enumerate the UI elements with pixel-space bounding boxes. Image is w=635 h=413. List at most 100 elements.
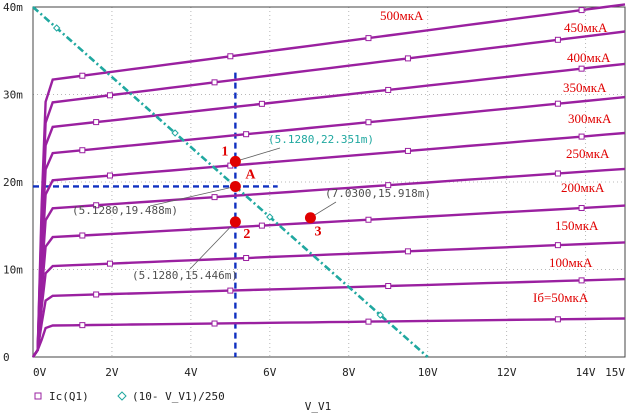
operating-point <box>229 155 241 167</box>
point-label: A <box>245 167 256 182</box>
ic-curve <box>32 167 626 358</box>
curve-marker <box>106 172 113 179</box>
ic-curve <box>32 62 626 358</box>
curve-label: Iб=50мкА <box>533 290 589 305</box>
coordinate-label: (5.1280,22.351m) <box>268 133 374 146</box>
curve-marker <box>227 287 234 294</box>
x-tick-label: 0V <box>33 366 47 379</box>
curve-label: 500мкА <box>380 8 424 23</box>
curve-marker <box>93 291 100 298</box>
point-group: 1 A 2 3 <box>221 144 321 241</box>
x-axis-label: V_V1 <box>305 400 332 413</box>
coordinate-label: (7.0300,15.918m) <box>325 187 431 200</box>
curve-marker <box>227 53 234 60</box>
curve-marker <box>578 277 585 284</box>
curve-marker <box>258 100 265 107</box>
annotation-leader <box>189 221 236 270</box>
curve-label: 100мкА <box>549 255 593 270</box>
load-line-marker <box>376 311 385 319</box>
curve-marker <box>93 119 100 126</box>
curve-marker <box>578 133 585 140</box>
coordinate-label: (5.1280,19.488m) <box>72 204 178 217</box>
point-label: 1 <box>221 144 228 159</box>
x-tick-label: 14V <box>576 366 596 379</box>
curve-marker <box>554 36 561 43</box>
y-tick-label: 20m <box>3 176 23 189</box>
point-label: 2 <box>243 227 250 242</box>
curve-marker <box>578 205 585 212</box>
curve-marker <box>578 65 585 72</box>
x-tick-label: 12V <box>497 366 517 379</box>
curve-marker <box>365 318 372 325</box>
legend-marker-diamond <box>117 391 127 401</box>
y-tick-label: 40m <box>3 1 23 14</box>
load-line-group <box>32 6 429 358</box>
load-line-marker <box>266 213 274 221</box>
curve-marker <box>404 248 411 255</box>
curve-marker <box>258 222 265 229</box>
annotation-leader <box>149 186 236 207</box>
curve-marker <box>404 55 411 62</box>
x-tick-label: 8V <box>342 366 356 379</box>
legend-marker-square <box>34 392 42 400</box>
ic-curve <box>32 131 626 358</box>
curve-marker <box>554 316 561 323</box>
curve-marker <box>385 182 392 189</box>
x-tick-label: 4V <box>184 366 198 379</box>
legend-label: Ic(Q1) <box>49 390 89 403</box>
curve-label-group: Iб=50мкА 100мкА 150мкА 200мкА 250мкА 300мкА 35… <box>380 8 612 305</box>
annotation-group: (5.1280,22.351m) (5.1280,19.488m) (7.0300,… <box>72 133 431 282</box>
curve-marker <box>554 100 561 107</box>
curve-marker <box>578 7 585 14</box>
curve-marker <box>79 72 86 79</box>
ic-curve <box>32 241 626 358</box>
y-tick-label: 10m <box>3 264 23 277</box>
curve-label: 400мкА <box>567 50 611 65</box>
curve-marker <box>79 147 86 154</box>
load-line-marker <box>52 24 61 32</box>
ic-curve <box>32 277 626 358</box>
curve-label: 450мкА <box>564 20 608 35</box>
x-tick-label: 6V <box>263 366 277 379</box>
curve-marker <box>385 283 392 290</box>
legend: Ic(Q1) (10- V_V1)/250 <box>34 390 225 403</box>
x-tick-label: 15V <box>605 366 625 379</box>
plot-frame <box>32 6 626 358</box>
curve-marker <box>385 86 392 93</box>
curve-marker <box>106 260 113 267</box>
curve-label: 250мкА <box>566 146 610 161</box>
load-line <box>32 6 429 358</box>
curve-marker <box>79 322 86 329</box>
curve-marker <box>79 232 86 239</box>
curve-marker <box>404 147 411 154</box>
coordinate-label: (5.1280,15.446m) <box>132 269 238 282</box>
curve-marker <box>243 131 250 138</box>
curve-marker <box>554 242 561 249</box>
point-label: 3 <box>314 225 321 240</box>
curve-label: 300мкА <box>568 111 612 126</box>
y-tick-label: 0 <box>3 351 10 364</box>
curve-marker <box>365 35 372 42</box>
curve-marker <box>365 119 372 126</box>
curve-marker <box>243 255 250 262</box>
curve-marker <box>93 202 100 209</box>
curve-label: 350мкА <box>563 80 607 95</box>
curve-label: 200мкА <box>561 180 605 195</box>
curve-marker <box>211 194 218 201</box>
curve-marker <box>365 216 372 223</box>
x-tick-label: 2V <box>105 366 119 379</box>
axis-ticks: 0V 2V 4V 6V 8V 10V 12V 14V 15V 0 10m 20m 30m 40m <box>3 1 625 379</box>
curve-marker <box>106 92 113 99</box>
curve-group <box>32 3 626 358</box>
operating-point <box>229 180 241 192</box>
load-line-marker <box>171 129 179 137</box>
operating-point <box>229 216 241 228</box>
ic-curve <box>32 30 626 358</box>
curve-marker <box>211 79 218 86</box>
operating-point <box>304 212 316 224</box>
curve-marker <box>211 320 218 327</box>
y-tick-label: 30m <box>3 89 23 102</box>
curve-label: 150мкА <box>555 218 599 233</box>
legend-label: (10- V_V1)/250 <box>132 390 225 403</box>
